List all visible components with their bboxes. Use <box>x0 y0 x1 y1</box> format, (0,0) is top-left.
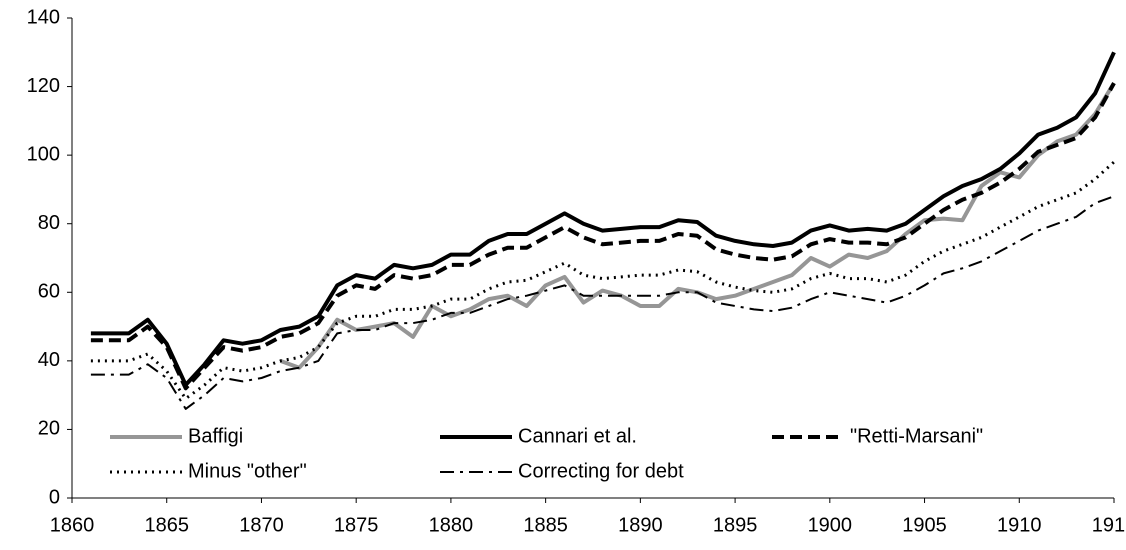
legend-label: Cannari et al. <box>518 425 637 447</box>
x-tick-label: 1875 <box>334 514 379 536</box>
y-tick-label: 80 <box>38 212 60 234</box>
x-tick-label: 1885 <box>523 514 568 536</box>
y-tick-label: 100 <box>27 143 60 165</box>
legend-label: Correcting for debt <box>518 460 684 482</box>
y-tick-label: 60 <box>38 281 60 303</box>
x-tick-label: 1880 <box>429 514 474 536</box>
legend-label: "Retti-Marsani" <box>850 425 983 447</box>
y-tick-label: 140 <box>27 6 60 28</box>
y-tick-label: 20 <box>38 418 60 440</box>
x-tick-label: 1890 <box>618 514 663 536</box>
x-tick-label: 1865 <box>144 514 189 536</box>
legend-label: Baffigi <box>188 425 243 447</box>
y-tick-label: 0 <box>49 486 60 508</box>
line-series <box>90 195 1115 410</box>
line-series <box>90 160 1116 401</box>
x-tick-label: 1860 <box>50 514 95 536</box>
line-series <box>90 51 1116 387</box>
x-tick-label: 1910 <box>997 514 1042 536</box>
legend-label: Minus "other" <box>188 460 307 482</box>
line-series <box>90 82 1116 391</box>
x-tick-label: 1905 <box>902 514 947 536</box>
y-tick-label: 120 <box>27 75 60 97</box>
x-tick-label: 1915 <box>1092 514 1126 536</box>
line-series <box>279 82 1116 370</box>
y-tick-label: 40 <box>38 349 60 371</box>
x-tick-label: 1870 <box>239 514 284 536</box>
x-tick-label: 1895 <box>713 514 758 536</box>
x-tick-label: 1900 <box>808 514 853 536</box>
